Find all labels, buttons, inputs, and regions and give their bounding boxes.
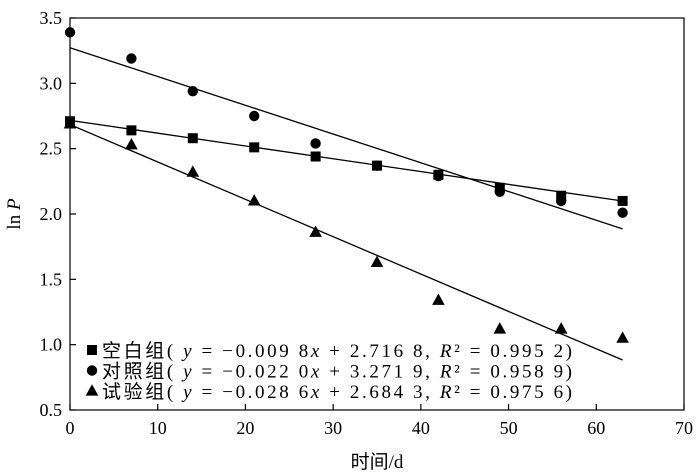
y-tick-label: 3.0 [40, 73, 63, 93]
data-point-triangle [370, 255, 384, 267]
data-point-circle [126, 53, 137, 64]
x-tick-label: 30 [324, 418, 342, 438]
data-point-circle [433, 170, 444, 182]
data-point-square [187, 133, 198, 144]
x-tick-label: 0 [66, 418, 75, 438]
legend-marker-square [87, 345, 97, 355]
data-point-square [126, 125, 137, 136]
x-tick-label: 50 [500, 418, 518, 438]
y-axis: 0.5 1.0 1.5 2.0 2.5 3.0 3.5 [40, 8, 76, 420]
fit-line-square [69, 119, 623, 202]
y-tick-label: 2.5 [40, 139, 63, 159]
data-point-triangle [247, 194, 261, 206]
data-point-circle [494, 186, 505, 197]
data-point-square [249, 142, 260, 153]
legend-series-name: 空白组 [102, 340, 164, 362]
y-tick-label: 3.5 [40, 8, 63, 28]
x-tick-label: 70 [675, 418, 693, 438]
data-point-triangle [493, 322, 507, 334]
data-point-circle [617, 207, 628, 218]
data-point-circle [371, 160, 383, 171]
data-point-triangle [309, 225, 322, 237]
y-tick-label: 0.5 [40, 400, 63, 420]
x-tick-label: 10 [149, 418, 167, 438]
x-tick-label: 40 [412, 418, 430, 438]
data-point-circle [249, 110, 260, 122]
data-point-triangle [432, 293, 445, 305]
fit-line-triangle [69, 123, 623, 361]
x-axis: 0 10 20 30 40 50 60 70 [66, 404, 693, 438]
legend-series-name: 试验组 [102, 381, 164, 403]
data-point-circle [310, 138, 321, 149]
data-point-circle [187, 85, 198, 97]
data-point-triangle [554, 322, 568, 334]
legend-series-name: 对照组 [102, 361, 164, 383]
legend-marker-triangle [85, 384, 99, 396]
data-point-square [617, 195, 628, 206]
y-tick-label: 1.5 [40, 269, 63, 289]
y-tick-label: 1.0 [40, 335, 63, 355]
fit-lines [69, 47, 623, 361]
fit-line-circle [69, 47, 623, 230]
x-axis-title: 时间/d [351, 451, 404, 473]
x-tick-label: 20 [236, 418, 254, 438]
data-points [63, 27, 629, 343]
data-point-triangle [616, 331, 629, 343]
legend-marker-circle [86, 365, 98, 376]
data-point-triangle [186, 165, 200, 177]
data-point-square [310, 151, 321, 162]
y-axis-title: ln P [4, 198, 25, 230]
data-point-circle [556, 195, 567, 207]
data-point-triangle [125, 137, 138, 150]
y-tick-label: 2.0 [40, 204, 63, 224]
x-tick-label: 60 [587, 418, 605, 438]
data-point-square [556, 190, 567, 201]
